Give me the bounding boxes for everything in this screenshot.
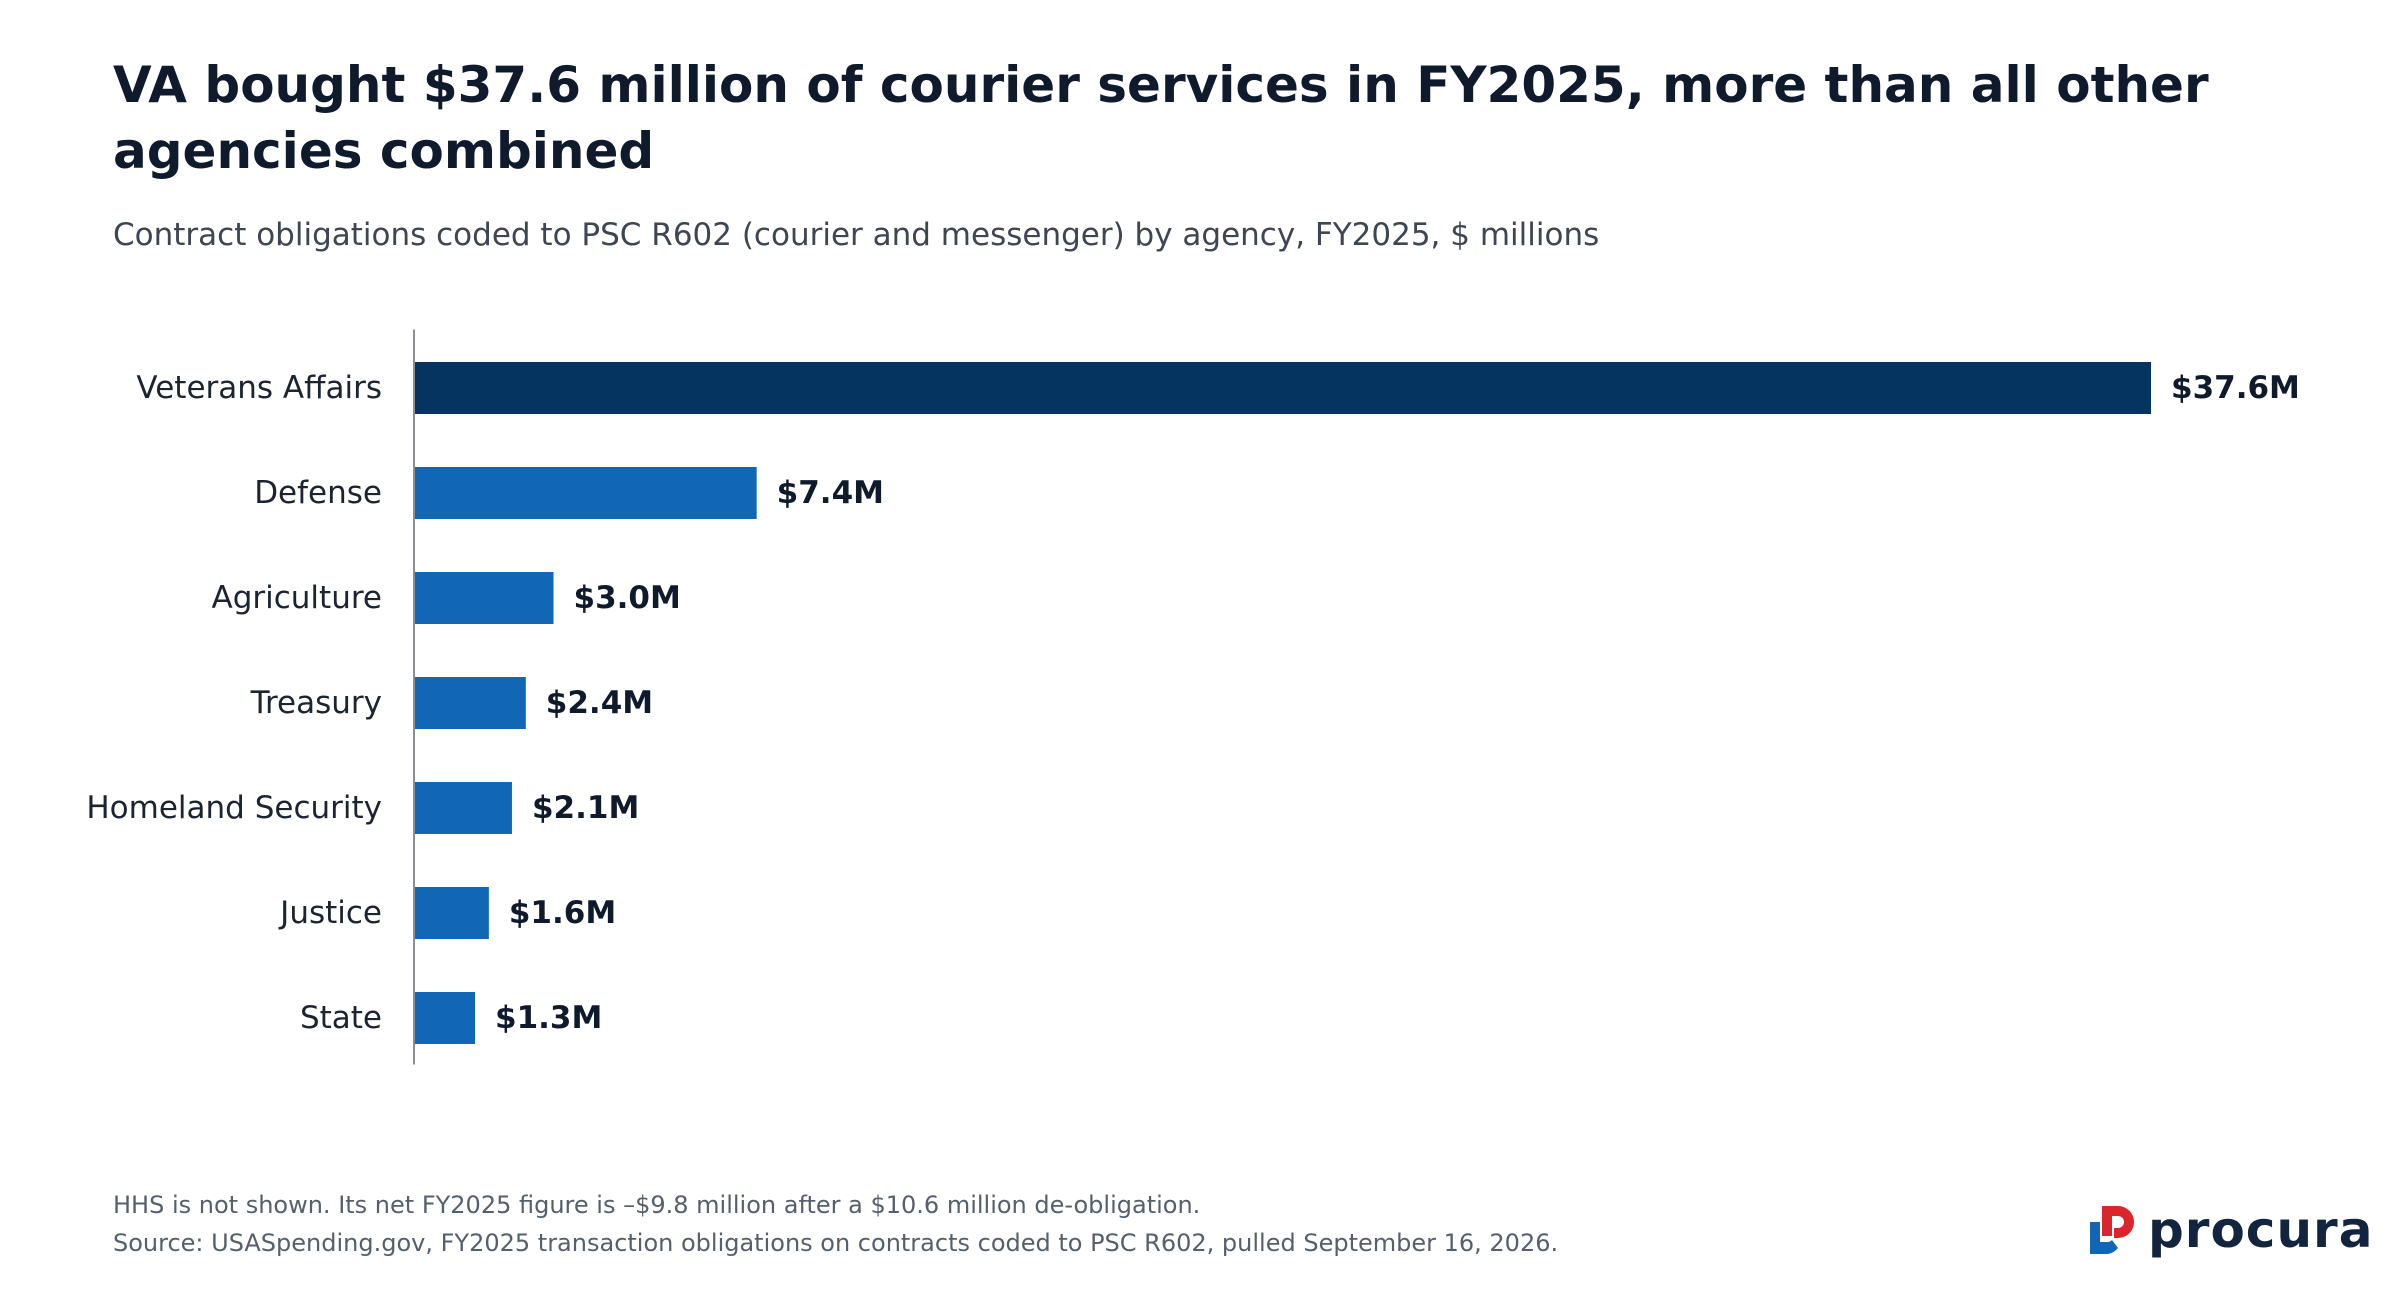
category-label: Homeland Security: [86, 790, 382, 826]
data-label: $1.6M: [509, 895, 616, 931]
bar: [415, 572, 554, 624]
data-label: $2.1M: [532, 790, 639, 826]
bar: [415, 992, 476, 1044]
procura-logo: procura: [2088, 1198, 2373, 1262]
bar: [415, 467, 757, 519]
category-label: State: [300, 1000, 382, 1036]
bar: [415, 362, 2151, 414]
data-label: $2.4M: [546, 685, 653, 721]
bar: [415, 782, 512, 834]
category-label: Veterans Affairs: [136, 370, 382, 406]
bar: [415, 887, 489, 939]
procura-logo-text: procura: [2148, 1201, 2374, 1259]
chart-title: VA bought $37.6 million of courier servi…: [113, 56, 2209, 180]
procura-logo-icon: [2090, 1206, 2134, 1254]
category-label: Defense: [254, 475, 382, 511]
bar: [415, 677, 526, 729]
category-label: Treasury: [250, 685, 382, 721]
bar-chart: Veterans Affairs $37.6M Defense $7.4M Agricu…: [86, 329, 2300, 1065]
data-label: $37.6M: [2171, 370, 2300, 406]
data-label: $3.0M: [574, 580, 681, 616]
category-label: Justice: [278, 895, 382, 931]
data-label: $1.3M: [495, 1000, 602, 1036]
footnote-note: HHS is not shown. Its net FY2025 figure …: [113, 1191, 1201, 1219]
footnote-source: Source: USASpending.gov, FY2025 transact…: [113, 1229, 1559, 1257]
chart-subtitle: Contract obligations coded to PSC R602 (…: [113, 217, 1600, 253]
category-label: Agriculture: [212, 580, 383, 616]
data-label: $7.4M: [777, 475, 884, 511]
